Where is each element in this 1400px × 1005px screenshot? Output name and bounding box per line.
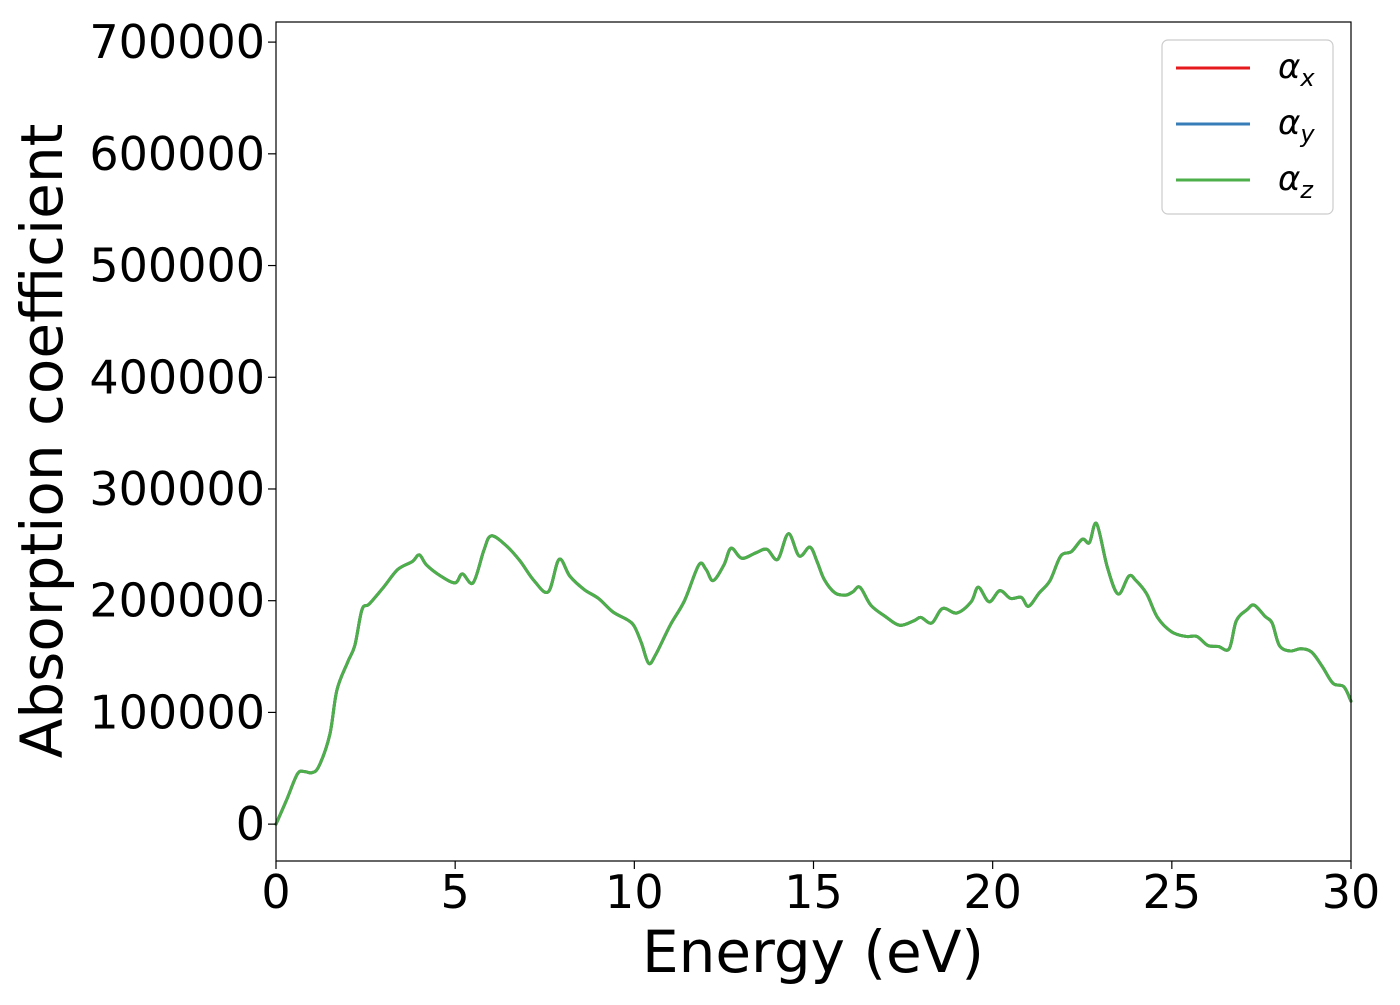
x-tick-label: 10 [605, 865, 664, 919]
y-tick-label: 100000 [89, 685, 265, 739]
series-layer [274, 521, 1353, 826]
x-tick-label: 30 [1322, 865, 1381, 919]
legend-box [1161, 39, 1334, 215]
ticks-layer: 0 5 10 15 20 25 30 0 100000 200000 300000 400000 500… [89, 15, 1380, 919]
x-tick-label: 0 [261, 865, 290, 919]
x-axis-label: Energy (eV) [642, 918, 984, 986]
y-tick-label: 300000 [89, 462, 265, 516]
y-tick-label: 500000 [89, 239, 265, 293]
y-tick-label: 200000 [89, 574, 265, 628]
x-tick-label: 15 [784, 865, 843, 919]
y-axis-label: Absorption coefficient [8, 124, 76, 759]
series-line-z [274, 521, 1353, 826]
y-tick-label: 700000 [89, 15, 265, 69]
x-tick-label: 20 [963, 865, 1022, 919]
y-tick-label: 400000 [89, 350, 265, 404]
x-tick-label: 25 [1143, 865, 1202, 919]
y-tick-label: 600000 [89, 127, 265, 181]
x-tick-label: 5 [441, 865, 470, 919]
y-tick-label: 0 [236, 797, 265, 851]
